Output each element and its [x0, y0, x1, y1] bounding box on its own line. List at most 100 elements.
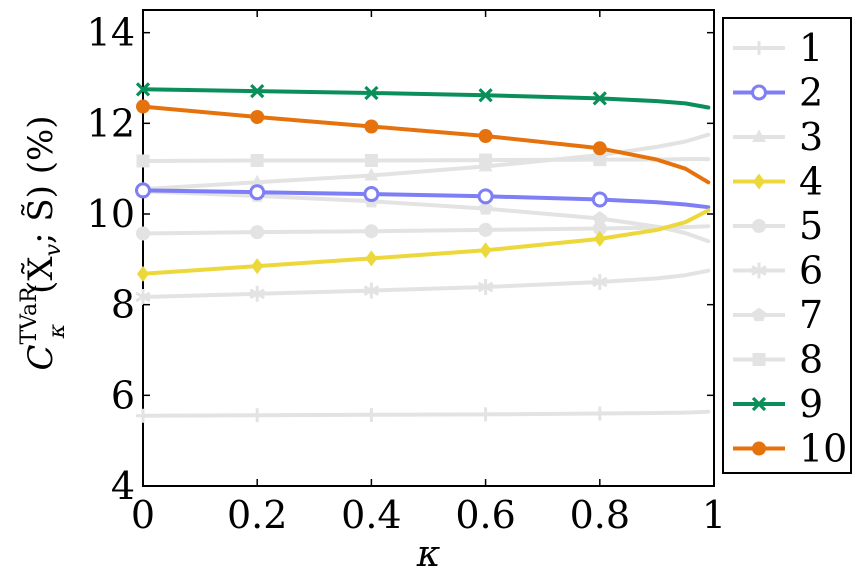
- y-tick-label: 4: [111, 464, 135, 508]
- legend-marker: [751, 307, 767, 322]
- series-8-point-3: [479, 153, 493, 167]
- series-9-point-4: [592, 91, 607, 106]
- series-layer: [135, 82, 711, 423]
- series-8-line: [141, 157, 711, 163]
- legend-marker: [751, 396, 767, 412]
- series-2-point-2: [363, 186, 380, 203]
- series-6: [135, 268, 711, 305]
- series-4-point-4: [593, 230, 606, 247]
- series-5-point-3: [478, 222, 493, 237]
- legend-label: 5: [799, 204, 823, 248]
- series-9-point-2: [364, 85, 379, 101]
- y-tick-label: 8: [111, 283, 135, 327]
- legend-label: 4: [799, 160, 823, 204]
- legend-label: 6: [799, 249, 823, 293]
- plot-frame: [142, 9, 715, 487]
- series-7-line: [141, 189, 711, 244]
- legend-marker: [751, 262, 767, 279]
- legend-label: 1: [799, 26, 823, 70]
- series-10-point-1: [250, 109, 265, 124]
- x-axis-title: κ: [416, 534, 441, 575]
- series-5-point-0: [136, 226, 150, 241]
- series-6-point-0: [135, 288, 151, 305]
- y-tick-label: 10: [87, 192, 135, 236]
- series-10-point-3: [478, 129, 493, 144]
- legend-item-6: 6: [733, 249, 823, 293]
- x-tick-label: 0.6: [455, 493, 515, 537]
- series-9: [135, 82, 711, 110]
- legend-marker: [752, 129, 766, 142]
- series-9-point-1: [250, 84, 265, 99]
- series-5-line: [141, 224, 711, 236]
- series-4-point-3: [479, 242, 492, 259]
- series-5: [136, 221, 711, 241]
- x-tick-label: 0.4: [341, 493, 401, 537]
- series-2-line: [141, 188, 711, 210]
- x-tick-label: 0.8: [570, 493, 630, 537]
- series-4: [137, 208, 711, 282]
- legend-marker: [752, 353, 766, 366]
- series-2-point-1: [249, 184, 266, 201]
- x-tick-label: 1: [702, 493, 726, 537]
- legend-marker: [752, 219, 766, 233]
- series-10-point-2: [364, 119, 379, 134]
- series-1-point-0: [136, 408, 150, 423]
- series-4-point-2: [365, 250, 378, 267]
- legend-item-4: 4: [733, 160, 823, 204]
- series-1-point-2: [364, 407, 379, 422]
- series-9-point-0: [135, 82, 151, 97]
- series-7-point-4: [592, 211, 607, 225]
- series-2-point-3: [477, 188, 494, 205]
- legend-marker: [752, 441, 766, 456]
- legend-item-5: 5: [733, 204, 823, 248]
- series-1-point-3: [478, 407, 493, 422]
- series-8-point-1: [250, 154, 264, 168]
- series-5-point-4: [592, 221, 607, 236]
- series-10: [136, 99, 711, 185]
- series-10-point-4: [592, 141, 607, 156]
- legend-marker: [753, 173, 765, 190]
- series-8-point-4: [593, 153, 607, 167]
- legend-item-10: 10: [733, 427, 847, 471]
- legend-item-7: 7: [733, 293, 823, 337]
- series-6-point-4: [592, 274, 608, 290]
- legend-item-3: 3: [733, 115, 823, 159]
- plot-area: [135, 9, 715, 487]
- series-6-point-1: [249, 285, 265, 302]
- series-10-line: [141, 104, 711, 185]
- series-2: [135, 182, 711, 210]
- legend-item-8: 8: [733, 338, 823, 382]
- series-8-point-2: [364, 154, 378, 168]
- series-5-point-2: [364, 224, 379, 239]
- series-4-line: [141, 208, 711, 276]
- y-axis-title: CTVaR κ(X̃v; S̃) (%): [17, 115, 70, 370]
- series-5-point-1: [250, 225, 265, 240]
- x-tick-label: 0.2: [227, 493, 287, 537]
- legend-item-1: 1: [733, 26, 823, 70]
- legend-label: 2: [799, 71, 823, 115]
- series-1-line: [141, 409, 711, 418]
- legend-label: 7: [799, 293, 823, 337]
- legend-label: 10: [799, 427, 847, 471]
- legend-label: 3: [799, 115, 823, 159]
- legend-item-2: 2: [733, 71, 823, 115]
- legend-item-9: 9: [733, 382, 823, 426]
- ticks-layer: [142, 10, 715, 487]
- legend-label: 8: [799, 338, 823, 382]
- series-6-point-2: [363, 282, 380, 299]
- series-3-point-2: [364, 167, 379, 181]
- series-1-point-4: [592, 406, 607, 421]
- series-9-line: [141, 87, 711, 110]
- series-4-point-1: [251, 258, 264, 275]
- series-7-point-3: [478, 201, 493, 215]
- legend-label: 9: [799, 382, 823, 426]
- legend-marker: [751, 84, 767, 101]
- series-1-point-1: [250, 408, 265, 423]
- series-9-point-3: [478, 88, 493, 103]
- y-tick-label: 12: [87, 101, 135, 145]
